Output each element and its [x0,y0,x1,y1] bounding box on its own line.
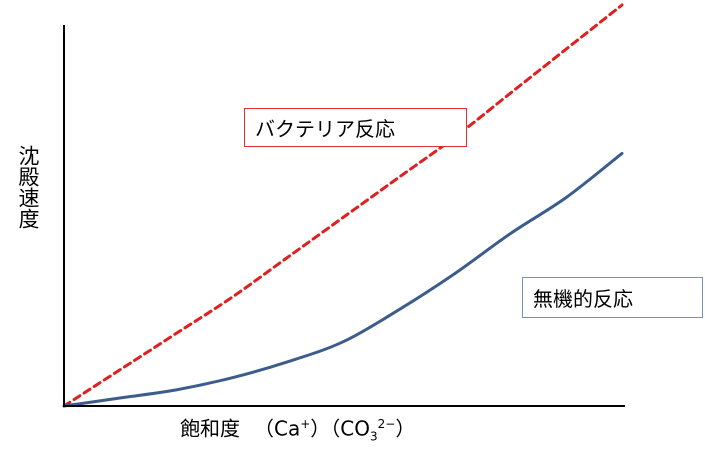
x-axis-term-ca-close: ） [310,416,331,441]
x-axis-term-co3-charge: 2− [377,417,396,431]
x-axis-term-co3-close: ） [395,416,416,441]
x-axis-label: 飽和度 （Ca+）（CO32−） [180,410,415,451]
x-axis-term-ca-charge: + [300,417,311,431]
y-axis-label: 沈殿速度 [16,145,40,229]
series-label-inorganic: 無機的反応 [522,277,703,318]
x-axis-term-co3-open: （CO [330,416,371,441]
x-axis-label-main: 飽和度 [180,416,240,441]
series-line-bacterial [62,3,624,408]
x-axis-term-co3-subscript: 3 [370,429,378,444]
x-axis-term-ca-open: （Ca [254,416,301,441]
series-line-inorganic [62,151,624,408]
series-label-bacterial: バクテリア反応 [244,108,467,147]
